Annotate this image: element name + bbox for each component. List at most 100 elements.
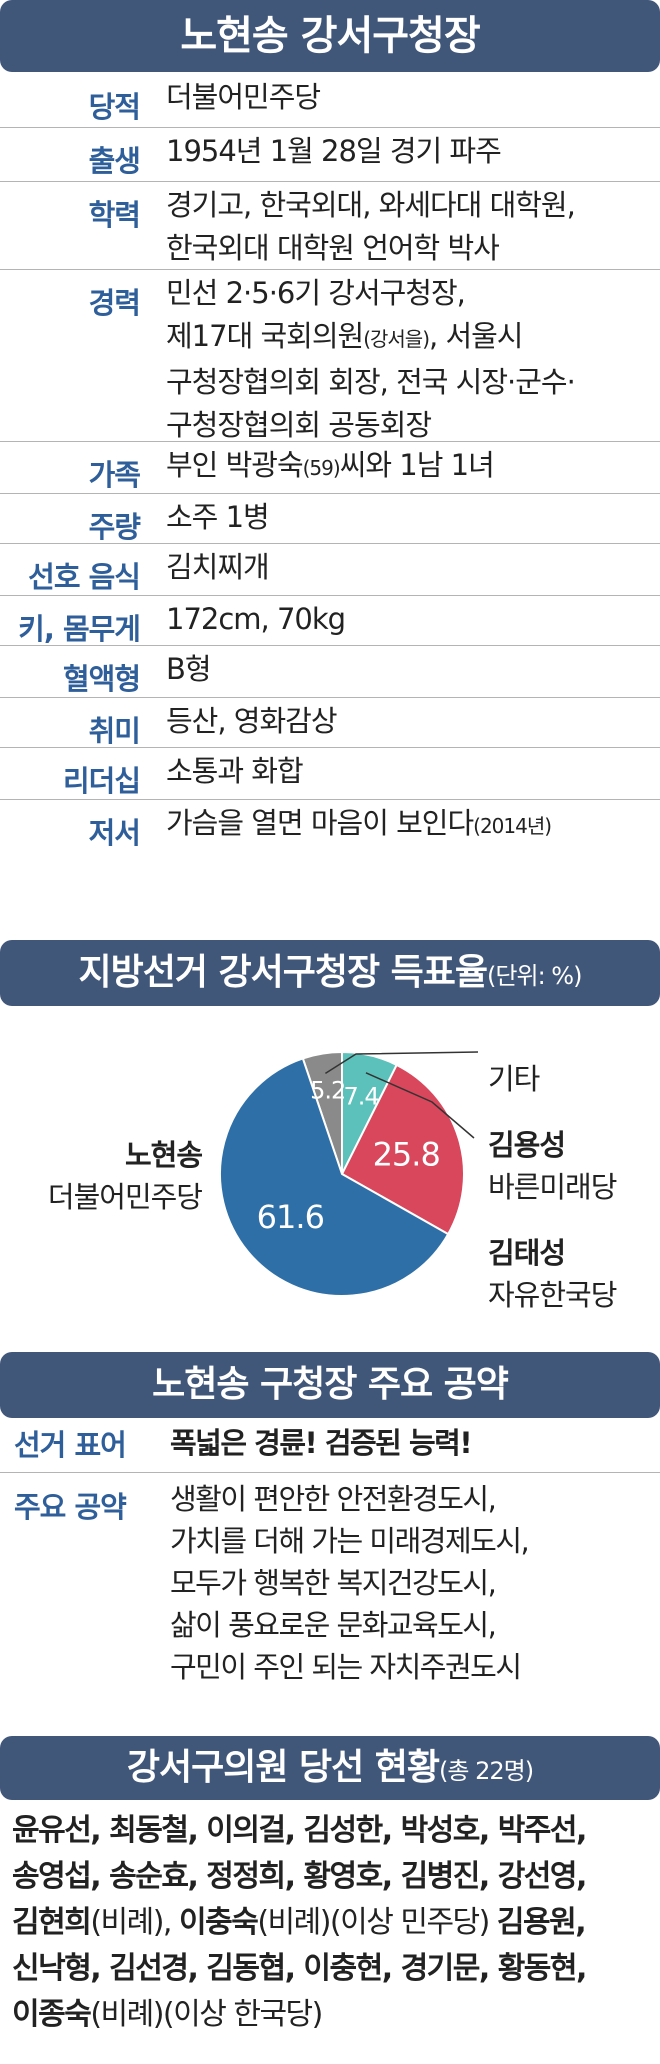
leader-line-other [325,1051,479,1074]
profile-value-line: 172cm, 70kg [166,602,346,636]
profile-value-line: 구청장협의회 공동회장 [166,408,432,442]
profile-title: 노현송 강서구청장 [180,13,480,59]
profile-row-value: 소통과 화합 [153,748,660,799]
profile-row: 당적 더불어민주당 [0,74,660,128]
profile-row-label: 저서 [88,816,141,850]
profile-value-line: 더불어민주당 [166,80,321,114]
council-members-list: 윤유선, 최동철, 이의걸, 김성한, 박성호, 박주선, 송영섭, 송순효, 정… [12,1808,652,2038]
profile-row-value: 172cm, 70kg [153,596,660,645]
council-line: 신낙형, 김선경, 김동협, 이충현, 경기문, 황동현, [12,1946,652,1992]
legend-name-other: 기타 [488,1062,540,1096]
legend-party-roh: 더불어민주당 [47,1180,203,1214]
pledge-item: 삶이 풍요로운 문화교육도시, [170,1608,497,1642]
legend-party-kimts: 자유한국당 [488,1278,617,1312]
profile-value-line: 등산, 영화감상 [166,704,338,738]
council-note: (비례), [90,1905,179,1940]
pie-value-label-0: 61.6 [257,1198,324,1236]
profile-row-label: 경력 [88,286,141,320]
vote-share-chart: 61.6 25.8 7.4 5.2 노현송 더불어민주당 김태성 자유한국당 김용성 … [0,1014,660,1344]
profile-row-value: 더불어민주당 [153,74,660,127]
profile-row: 키, 몸무게 172cm, 70kg [0,596,660,646]
profile-value-line: 부인 박광숙(59)씨와 1남 1녀 [166,448,495,482]
pie-value-label-3: 5.2 [310,1076,345,1104]
council-member-names: 윤유선, 최동철, 이의걸, 김성한, 박성호, 박주선, [12,1813,587,1848]
council-line: 송영섭, 송순효, 정정희, 황영호, 김병진, 강선영, [12,1854,652,1900]
profile-row: 출생 1954년 1월 28일 경기 파주 [0,128,660,182]
profile-row: 취미 등산, 영화감상 [0,698,660,748]
profile-row-label: 학력 [88,198,141,232]
profile-row: 혈액형 B형 [0,646,660,698]
council-title-banner: 강서구의원 당선 현황(총 22명) [0,1736,660,1800]
profile-row: 경력 민선 2·5·6기 강서구청장, 제17대 국회의원(강서을), 서울시 구청장… [0,270,660,442]
council-line: 김현희(비례), 이충숙(비례)(이상 민주당) 김용원, [12,1900,652,1946]
council-member-names: 송영섭, 송순효, 정정희, 황영호, 김병진, 강선영, [12,1859,587,1894]
profile-row-value: 등산, 영화감상 [153,698,660,747]
profile-value-line: 한국외대 대학원 언어학 박사 [166,231,500,265]
profile-title-banner: 노현송 강서구청장 [0,0,660,72]
profile-value-line: 김치찌개 [166,550,270,584]
profile-row-value: 민선 2·5·6기 강서구청장, 제17대 국회의원(강서을), 서울시 구청장협의… [153,270,660,442]
profile-value-line: 민선 2·5·6기 강서구청장, [166,276,466,310]
legend-name-kimts: 김태성 [488,1236,566,1270]
pie-chart-svg: 61.6 25.8 7.45.2 [219,1050,479,1297]
council-title: 강서구의원 당선 현황 [126,1747,440,1788]
election-title: 지방선거 강서구청장 득표율 [78,952,489,993]
profile-row-value: 부인 박광숙(59)씨와 1남 1녀 [153,442,660,493]
profile-row: 가족 부인 박광숙(59)씨와 1남 1녀 [0,442,660,494]
profile-row: 저서 가슴을 열면 마음이 보인다(2014년) [0,800,660,852]
promises-title: 노현송 구청장 주요 공약 [152,1364,509,1405]
election-title-banner: 지방선거 강서구청장 득표율(단위: %) [0,940,660,1006]
profile-row: 학력 경기고, 한국외대, 와세다대 대학원, 한국외대 대학원 언어학 박사 [0,182,660,270]
council-member-names: 김현희 [12,1905,92,1940]
promises-divider [0,1472,660,1473]
profile-row-value: 소주 1병 [153,494,660,543]
profile-row-label: 가족 [88,458,141,492]
profile-row-value: B형 [153,646,660,697]
legend-party-kimys: 바른미래당 [488,1170,617,1204]
profile-row-label: 당적 [88,90,141,124]
pledge-item: 모두가 행복한 복지건강도시, [170,1566,497,1600]
profile-row-label: 혈액형 [62,662,141,696]
profile-value-line: 가슴을 열면 마음이 보인다(2014년) [166,806,552,840]
profile-value-line: 경기고, 한국외대, 와세다대 대학원, [166,188,576,222]
profile-row-label: 출생 [88,144,141,178]
council-total: (총 22명) [439,1757,534,1785]
leader-line-kimys [365,1072,475,1139]
pledge-item: 구민이 주인 되는 자치주권도시 [170,1650,522,1684]
profile-value-line: 소통과 화합 [166,754,304,788]
profile-row-value: 가슴을 열면 마음이 보인다(2014년) [153,800,660,852]
profile-value-line: 구청장협의회 회장, 전국 시장·군수· [166,365,576,399]
profile-row-value: 김치찌개 [153,544,660,595]
profile-value-line: 소주 1병 [166,500,270,534]
election-unit: (단위: %) [487,962,582,990]
profile-row: 주량 소주 1병 [0,494,660,544]
council-member-names: 이충숙 [179,1905,259,1940]
pledges-label: 주요 공약 [14,1490,127,1524]
slogan-text: 폭넓은 경륜! 검증된 능력! [170,1426,473,1460]
profile-row-label: 선호 음식 [28,560,141,594]
profile-row-value: 경기고, 한국외대, 와세다대 대학원, 한국외대 대학원 언어학 박사 [153,182,660,269]
profile-row: 선호 음식 김치찌개 [0,544,660,596]
profile-row-label: 취미 [88,714,141,748]
legend-name-roh: 노현송 [124,1138,203,1172]
pie-slice-0 [219,1057,450,1297]
profile-value-line: 1954년 1월 28일 경기 파주 [166,134,502,168]
profile-row: 리더십 소통과 화합 [0,748,660,800]
council-member-names: 이종숙 [12,1997,92,2032]
council-member-names: 신낙형, 김선경, 김동협, 이충현, 경기문, 황동현, [12,1951,587,1986]
profile-row-value: 1954년 1월 28일 경기 파주 [153,128,660,181]
council-member-names: 김용원, [496,1905,587,1940]
pie-slice-1 [340,1063,465,1236]
council-line: 윤유선, 최동철, 이의걸, 김성한, 박성호, 박주선, [12,1808,652,1854]
profile-row-label: 리더십 [62,764,141,798]
council-note: (비례)(이상 한국당) [90,1997,323,2032]
pledges-list: 생활이 편안한 안전환경도시, 가치를 더해 가는 미래경제도시, 모두가 행복한 … [170,1478,530,1688]
council-line: 이종숙(비례)(이상 한국당) [12,1992,652,2038]
council-note: (비례)(이상 민주당) [257,1905,497,1940]
pie-value-label-1: 25.8 [373,1135,440,1173]
pie-value-label-2: 7.4 [344,1082,379,1110]
profile-row-label: 주량 [88,510,141,544]
profile-row-label: 키, 몸무게 [18,612,141,646]
